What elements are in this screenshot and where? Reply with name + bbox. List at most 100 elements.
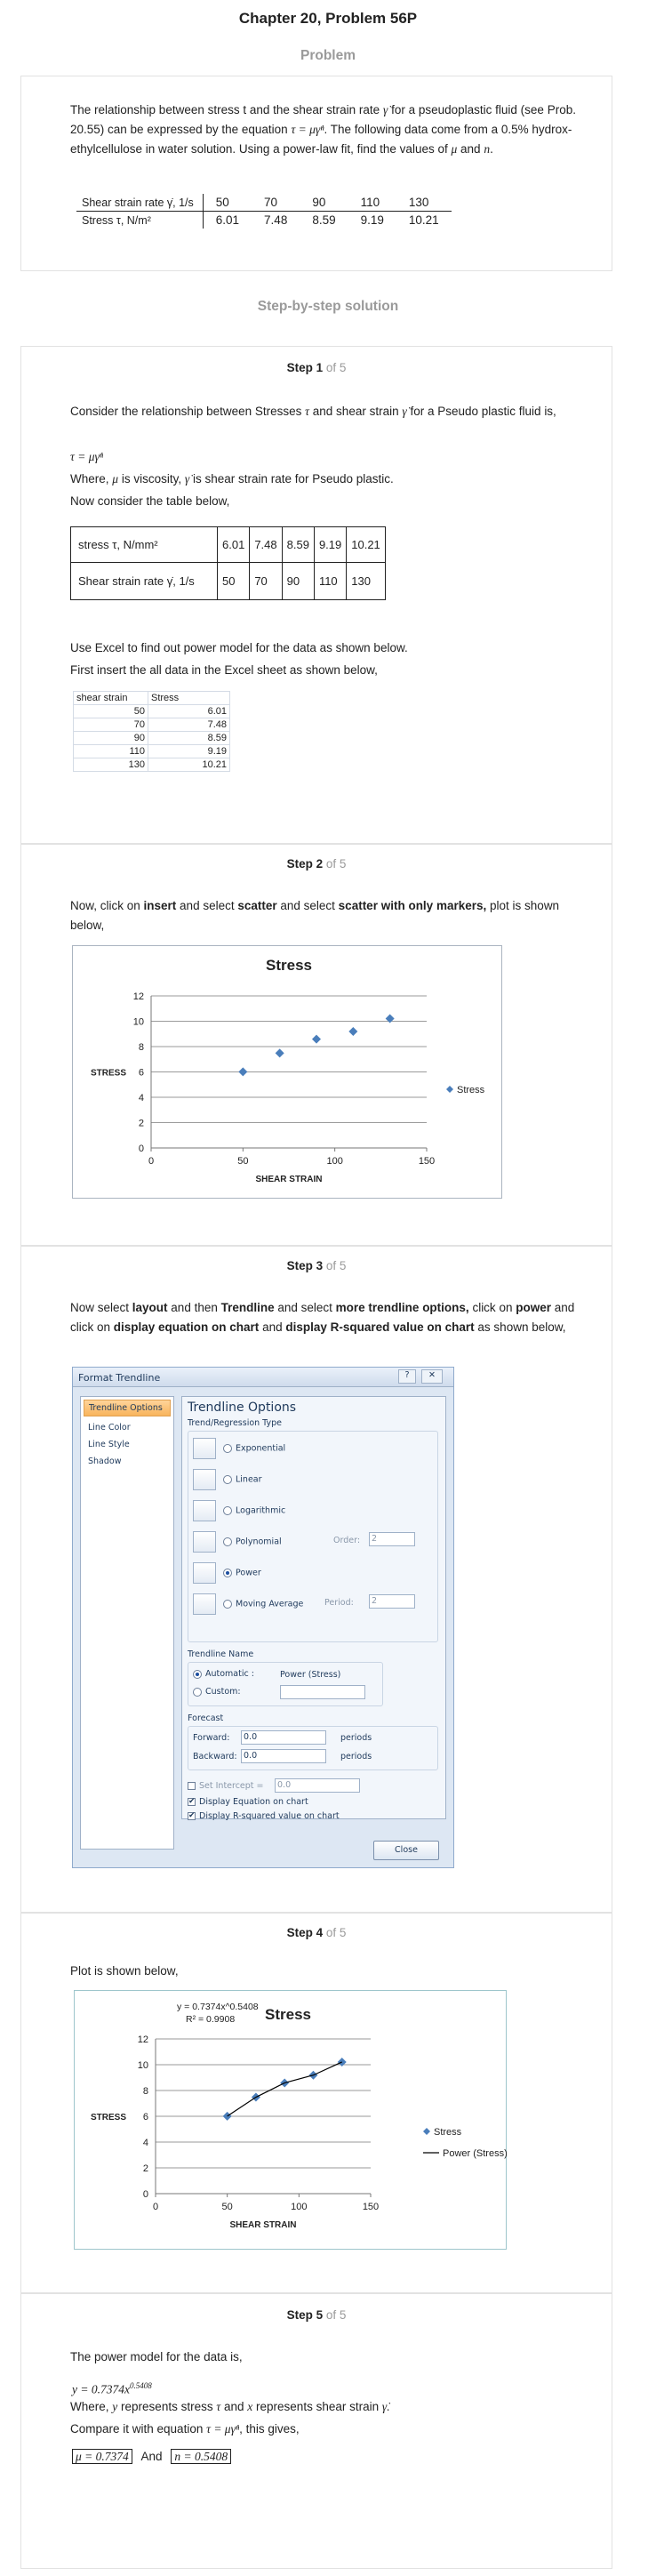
text: and shear strain <box>312 405 399 418</box>
step1-equation: τ = μγ̇ⁿ <box>70 450 104 463</box>
forward-input[interactable]: 0.0 <box>241 1730 326 1745</box>
problem-table-cell: 90 <box>312 196 326 209</box>
options-heading: Trendline Options <box>188 1400 297 1415</box>
equation-exponent: 0.5408 <box>129 2381 152 2390</box>
automatic-value: Power (Stress) <box>280 1670 341 1680</box>
text: click on <box>468 1301 513 1314</box>
radio[interactable] <box>193 1687 202 1697</box>
y-tick-label: 10 <box>133 1017 144 1028</box>
step5-text1: The power model for the data is, <box>70 2350 243 2363</box>
problem-table-cell: 6.01 <box>215 213 240 227</box>
step-label: Step 4 <box>286 1926 324 1939</box>
y-tick-label: 2 <box>143 2163 148 2174</box>
dialog-content: Trendline Options Trend/Regression Type … <box>181 1396 446 1821</box>
chart-title: Stress <box>265 2006 311 2023</box>
moving-average-icon <box>193 1593 216 1615</box>
radio-selected[interactable] <box>223 1569 232 1577</box>
problem-text-2: for a pseudoplastic fluid (see <box>391 103 544 116</box>
close-x-button[interactable]: ✕ <box>421 1369 443 1384</box>
y-axis-label: STRESS <box>91 1069 126 1079</box>
step5-answers: μ = 0.7374 And n = 0.5408 <box>72 2447 562 2467</box>
text: Where, <box>70 472 109 486</box>
step1-table-cell: 7.48 <box>249 526 283 563</box>
text: and select <box>176 899 238 912</box>
problem-table-cell: 9.19 <box>360 213 384 227</box>
tau-symbol: τ <box>305 405 310 418</box>
problem-text: The relationship between stress t and th… <box>70 103 576 156</box>
x-axis-label: SHEAR STRAIN <box>229 2220 296 2230</box>
type-logarithmic[interactable]: Logarithmic <box>193 1500 285 1521</box>
help-button[interactable]: ? <box>398 1369 416 1384</box>
step-label: Step 3 <box>286 1259 324 1272</box>
text: Trendline <box>220 1301 275 1314</box>
display-equation-option[interactable]: ✔ Display Equation on chart <box>188 1797 308 1807</box>
radio[interactable] <box>223 1475 232 1484</box>
radio[interactable] <box>223 1506 232 1515</box>
intercept-input[interactable]: 0.0 <box>275 1778 360 1793</box>
x-tick-label: 150 <box>363 2202 379 2212</box>
radio[interactable] <box>223 1600 232 1609</box>
name-group <box>188 1662 383 1706</box>
display-r2-option[interactable]: ✔ Display R-squared value on chart <box>188 1811 340 1821</box>
nav-line-style[interactable]: Line Style <box>88 1440 130 1449</box>
period-input[interactable]: 2 <box>369 1594 415 1609</box>
checkbox-checked[interactable]: ✔ <box>188 1797 196 1806</box>
name-heading: Trendline Name <box>188 1649 254 1659</box>
type-exponential[interactable]: Exponential <box>193 1438 285 1459</box>
problem-table-cell: 50 <box>215 196 229 209</box>
gamma-dot-symbol: γ̇. <box>381 2400 390 2413</box>
x-tick-label: 100 <box>326 1156 342 1167</box>
type-moving-average[interactable]: Moving Average <box>193 1593 303 1615</box>
answer-mu: μ = 0.7374 <box>72 2449 132 2464</box>
step1-table-cell: 10.21 <box>346 526 386 563</box>
r2-annotation: R² = 0.9908 <box>186 2014 235 2025</box>
type-linear[interactable]: Linear <box>193 1469 262 1490</box>
text: scatter with only markers, <box>338 899 487 912</box>
y-tick-label: 4 <box>143 2138 148 2148</box>
text: and <box>223 2400 244 2413</box>
backward-input[interactable]: 0.0 <box>241 1749 326 1763</box>
data-point <box>312 1034 321 1044</box>
text: and then <box>167 1301 221 1314</box>
problem-table-cell: 110 <box>360 196 380 209</box>
equation-annotation: y = 0.7374x^0.5408 <box>177 2002 259 2012</box>
type-power[interactable]: Power <box>193 1562 261 1584</box>
checkbox-checked[interactable]: ✔ <box>188 1811 196 1820</box>
step5-compare: Compare it with equation τ = μγ̇ⁿ, this … <box>70 2420 562 2439</box>
y-tick-label: 4 <box>139 1093 144 1103</box>
radio[interactable] <box>223 1537 232 1546</box>
gamma-dot-symbol: γ̇ <box>402 405 407 418</box>
dialog-titlebar: Format Trendline ? ✕ <box>73 1368 453 1387</box>
problem-equation: τ = μγ̇ⁿ <box>291 123 324 136</box>
excel-cell: 8.59 <box>148 731 230 745</box>
radio-selected[interactable] <box>193 1669 202 1679</box>
text: layout <box>132 1301 168 1314</box>
equation-base: y = 0.7374x <box>72 2382 130 2396</box>
text: is shear strain rate for Pseudo plastic. <box>192 472 394 486</box>
data-point <box>385 1014 395 1023</box>
set-intercept[interactable]: Set Intercept = <box>188 1781 264 1791</box>
custom-option[interactable]: Custom: <box>193 1687 241 1697</box>
gamma-dot-symbol: γ̇ <box>382 103 388 116</box>
custom-name-input[interactable] <box>280 1685 365 1699</box>
checkbox[interactable] <box>188 1782 196 1790</box>
order-input[interactable]: 2 <box>369 1532 415 1546</box>
step-label: Step 2 <box>286 857 324 871</box>
excel-cell: 10.21 <box>148 758 230 772</box>
type-polynomial[interactable]: Polynomial <box>193 1531 282 1553</box>
step-of: of 5 <box>325 1259 347 1272</box>
step1-table-cell: 8.59 <box>281 526 315 563</box>
label: Exponential <box>236 1443 286 1454</box>
nav-trendline-options[interactable]: Trendline Options <box>84 1400 171 1416</box>
automatic-option[interactable]: Automatic : <box>193 1669 254 1679</box>
close-button[interactable]: Close <box>373 1841 439 1860</box>
nav-line-color[interactable]: Line Color <box>88 1423 131 1432</box>
y-tick-label: 6 <box>143 2112 148 2123</box>
nav-shadow[interactable]: Shadow <box>88 1457 122 1466</box>
text: plot is <box>486 899 522 912</box>
problem-table: Shear strain rate γ̇, 1/s 50 70 90 110 1… <box>76 194 452 229</box>
text: Compare it with equation <box>70 2422 204 2436</box>
radio[interactable] <box>223 1444 232 1453</box>
y-symbol: y <box>112 2400 118 2413</box>
